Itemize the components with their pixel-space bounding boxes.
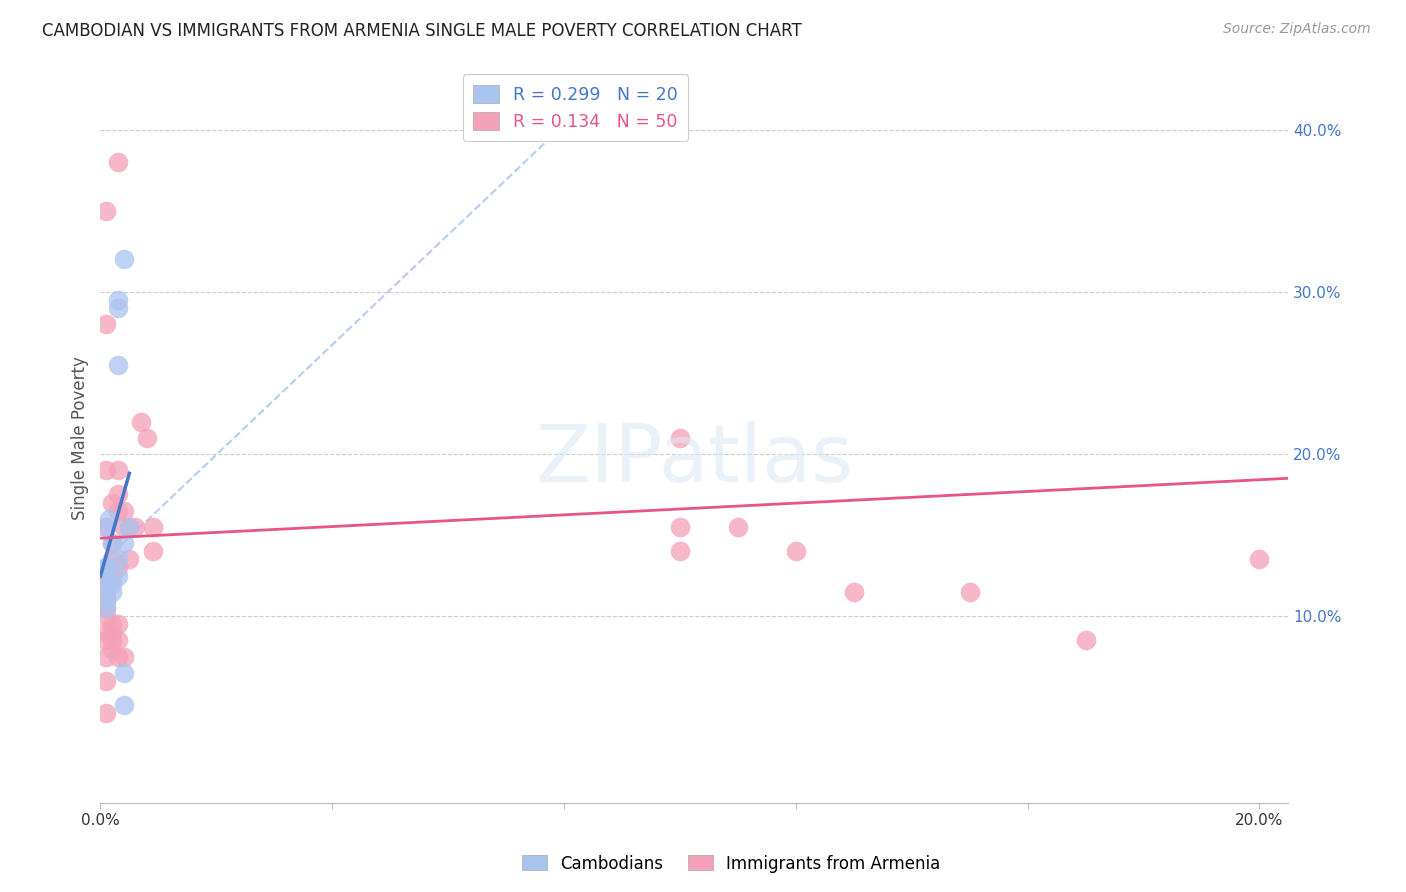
Point: [118, 520, 141, 534]
Text: CAMBODIAN VS IMMIGRANTS FROM ARMENIA SINGLE MALE POVERTY CORRELATION CHART: CAMBODIAN VS IMMIGRANTS FROM ARMENIA SIN…: [42, 22, 801, 40]
Text: ZIPatlas: ZIPatlas: [536, 421, 853, 499]
Point: [669, 520, 692, 534]
Point: [94, 463, 117, 477]
Point: [94, 520, 117, 534]
Point: [785, 544, 807, 558]
Point: [94, 568, 117, 582]
Point: [107, 633, 129, 648]
Point: [94, 318, 117, 332]
Point: [118, 520, 141, 534]
Point: [669, 544, 692, 558]
Point: [94, 649, 117, 664]
Point: [101, 633, 124, 648]
Point: [842, 584, 865, 599]
Point: [94, 673, 117, 688]
Y-axis label: Single Male Poverty: Single Male Poverty: [72, 356, 89, 520]
Point: [94, 633, 117, 648]
Point: [94, 203, 117, 218]
Point: [107, 155, 129, 169]
Point: [107, 358, 129, 372]
Point: [94, 584, 117, 599]
Legend: R = 0.299   N = 20, R = 0.134   N = 50: R = 0.299 N = 20, R = 0.134 N = 50: [463, 74, 689, 142]
Legend: Cambodians, Immigrants from Armenia: Cambodians, Immigrants from Armenia: [515, 848, 948, 880]
Point: [112, 649, 135, 664]
Point: [124, 520, 146, 534]
Point: [98, 512, 121, 526]
Point: [101, 536, 124, 550]
Point: [107, 649, 129, 664]
Point: [107, 487, 129, 501]
Point: [727, 520, 749, 534]
Point: [94, 706, 117, 721]
Point: [141, 520, 163, 534]
Point: [107, 552, 129, 566]
Point: [101, 584, 124, 599]
Point: [94, 593, 117, 607]
Point: [107, 293, 129, 307]
Point: [94, 560, 117, 574]
Point: [101, 576, 124, 591]
Point: [94, 593, 117, 607]
Point: [94, 576, 117, 591]
Point: [107, 560, 129, 574]
Point: [107, 617, 129, 632]
Point: [141, 544, 163, 558]
Point: [94, 601, 117, 615]
Point: [112, 698, 135, 713]
Point: [94, 576, 117, 591]
Point: [101, 625, 124, 640]
Point: [107, 568, 129, 582]
Point: [107, 301, 129, 315]
Point: [94, 560, 117, 574]
Point: [1074, 633, 1097, 648]
Point: [101, 641, 124, 656]
Point: [94, 625, 117, 640]
Point: [101, 568, 124, 582]
Point: [112, 252, 135, 267]
Point: [101, 495, 124, 509]
Point: [1249, 552, 1271, 566]
Text: Source: ZipAtlas.com: Source: ZipAtlas.com: [1223, 22, 1371, 37]
Point: [101, 536, 124, 550]
Point: [669, 431, 692, 445]
Point: [94, 520, 117, 534]
Point: [107, 463, 129, 477]
Point: [112, 665, 135, 680]
Point: [101, 617, 124, 632]
Point: [94, 601, 117, 615]
Point: [129, 415, 152, 429]
Point: [101, 552, 124, 566]
Point: [118, 552, 141, 566]
Point: [135, 431, 157, 445]
Point: [94, 609, 117, 624]
Point: [112, 520, 135, 534]
Point: [112, 504, 135, 518]
Point: [112, 536, 135, 550]
Point: [107, 504, 129, 518]
Point: [959, 584, 981, 599]
